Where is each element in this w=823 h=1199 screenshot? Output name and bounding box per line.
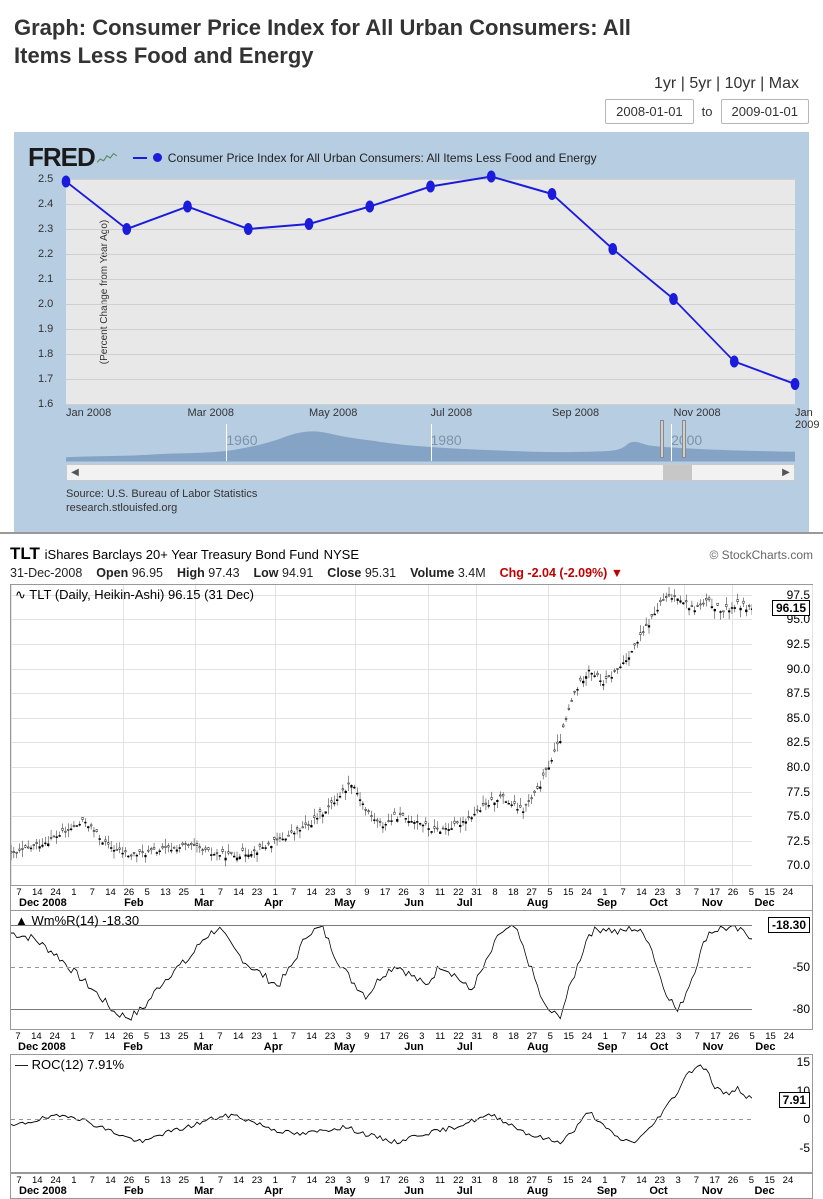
- sc-header-row1: TLT iShares Barclays 20+ Year Treasury B…: [10, 544, 813, 564]
- sc-heikin-ashi-candles[interactable]: [11, 585, 752, 885]
- sc-wmr-panel[interactable]: ▲ Wm%R(14) -18.30 -18.30 -50 -80: [10, 911, 813, 1029]
- fred-sparkline-icon: [97, 150, 119, 166]
- sc-roc-ytick-0: 0: [803, 1112, 810, 1126]
- sc-ohlc-row: 31-Dec-2008 Open 96.95 High 97.43 Low 94…: [10, 566, 813, 580]
- wave-icon: ∿: [15, 587, 26, 602]
- sc-close-value: 95.31: [365, 566, 396, 580]
- sc-xaxis-dates-3: 7 14 24 1 7 14 26 5 13 25 1 7 14 23 1 7 14 23 3 9 17 26 3 11 22 3…: [10, 1173, 813, 1199]
- range-link-5yr[interactable]: 5yr: [689, 75, 711, 92]
- stockcharts-section: TLT iShares Barclays 20+ Year Treasury B…: [0, 532, 823, 1199]
- fred-section: Graph: Consumer Price Index for All Urba…: [0, 0, 823, 532]
- sc-xaxis-dates-1: 7 14 24 1 7 14 26 5 13 25 1 7 14 23 1 7 14 23 3 9 17 26 3 11 22 3…: [11, 885, 812, 911]
- fred-date-range: 2008-01-01 to 2009-01-01: [14, 99, 809, 124]
- date-from-input[interactable]: 2008-01-01: [605, 99, 694, 124]
- fred-source-text: Source: U.S. Bureau of Labor Statistics: [66, 488, 795, 500]
- sc-high-value: 97.43: [208, 566, 239, 580]
- sc-roc-ytick-15: 15: [797, 1055, 810, 1069]
- scrollbar-right-arrow[interactable]: ▶: [778, 467, 794, 478]
- fred-legend-label: Consumer Price Index for All Urban Consu…: [168, 151, 597, 165]
- fred-mini-timeline[interactable]: 1960 1980 2000 ◀ ▶: [66, 424, 795, 480]
- fred-cpi-line[interactable]: [66, 179, 795, 404]
- range-link-10yr[interactable]: 10yr: [725, 75, 756, 92]
- scrollbar-thumb[interactable]: [663, 465, 692, 480]
- sc-open-label: Open: [96, 566, 128, 580]
- fred-legend: Consumer Price Index for All Urban Consu…: [133, 151, 597, 165]
- scrollbar-left-arrow[interactable]: ◀: [67, 467, 83, 478]
- sc-roc-line[interactable]: [11, 1055, 752, 1172]
- sc-open-value: 96.95: [132, 566, 163, 580]
- fred-scrollbar[interactable]: ◀ ▶: [66, 464, 795, 481]
- sc-roc-current-box: 7.91: [779, 1092, 810, 1108]
- fred-logo-row: FRED Consumer Price Index for All Urban …: [28, 142, 795, 173]
- sc-wmr-current-box: -18.30: [768, 917, 810, 933]
- sc-roc-panel[interactable]: — ROC(12) 7.91% 15 10 7.91 0 -5: [10, 1055, 813, 1173]
- sc-close-label: Close: [327, 566, 361, 580]
- sc-price-legend: ∿ TLT (Daily, Heikin-Ashi) 96.15 (31 Dec…: [15, 587, 254, 603]
- sc-low-value: 94.91: [282, 566, 313, 580]
- sc-symbol-title: TLT iShares Barclays 20+ Year Treasury B…: [10, 544, 359, 564]
- fred-line-chart[interactable]: (Percent Change from Year Ago) 1.6 1.7 1.8…: [66, 179, 795, 404]
- fred-url-text: research.stlouisfed.org: [66, 502, 795, 524]
- sc-price-chart[interactable]: ∿ TLT (Daily, Heikin-Ashi) 96.15 (31 Dec…: [10, 584, 813, 911]
- sc-copyright: © StockCharts.com: [709, 548, 813, 562]
- sc-wmr-ytick-80: -80: [793, 1002, 810, 1016]
- fred-title: Graph: Consumer Price Index for All Urba…: [14, 14, 809, 69]
- sc-volume-label: Volume: [410, 566, 454, 580]
- sc-roc-ytick-neg5: -5: [799, 1141, 810, 1155]
- fred-logo: FRED: [28, 142, 119, 173]
- sc-chg-value: Chg -2.04 (-2.09%) ▼: [500, 566, 624, 580]
- sc-volume-value: 3.4M: [458, 566, 486, 580]
- sc-wmr-line[interactable]: [11, 911, 752, 1029]
- fred-chart-panel: FRED Consumer Price Index for All Urban …: [14, 132, 809, 532]
- fred-range-links: 1yr | 5yr | 10yr | Max: [14, 75, 809, 93]
- range-link-1yr[interactable]: 1yr: [654, 75, 676, 92]
- sc-xaxis-dates-2: 7 14 24 1 7 14 26 5 13 25 1 7 14 23 1 7 14 23 3 9 17 26 3 11 22 3…: [10, 1029, 813, 1055]
- sc-wmr-ytick-50: -50: [793, 960, 810, 974]
- date-to-input[interactable]: 2009-01-01: [721, 99, 810, 124]
- sc-wmr-legend: ▲ Wm%R(14) -18.30: [15, 913, 139, 928]
- sc-high-label: High: [177, 566, 205, 580]
- sc-date: 31-Dec-2008: [10, 566, 82, 580]
- triangle-icon: ▲: [15, 913, 28, 928]
- sc-roc-legend: — ROC(12) 7.91%: [15, 1057, 124, 1072]
- sc-low-label: Low: [254, 566, 279, 580]
- dash-icon: —: [15, 1057, 28, 1072]
- date-to-label: to: [702, 104, 713, 119]
- range-link-max[interactable]: Max: [769, 75, 799, 92]
